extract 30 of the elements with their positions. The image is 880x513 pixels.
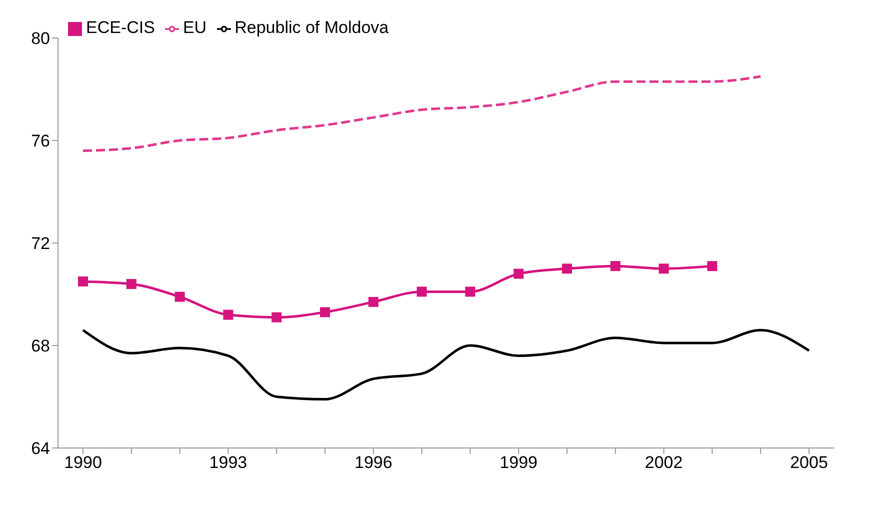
point (78, 276, 88, 286)
point (610, 261, 620, 272)
y-tick-label: 72 (31, 234, 50, 254)
legend-label: Republic of Moldova (234, 18, 389, 37)
point (174, 292, 185, 302)
x-tick-label: 1996 (354, 453, 392, 472)
point (416, 286, 427, 297)
y-tick-label: 64 (31, 439, 50, 458)
x-tick-label: 1990 (64, 453, 102, 472)
x-tick-label: 1999 (500, 453, 538, 472)
point (223, 310, 234, 320)
line-series (82, 328, 810, 401)
point (707, 261, 718, 272)
point (465, 286, 476, 297)
x-tick-label: 2002 (644, 453, 683, 472)
y-tick-label: 68 (31, 336, 50, 356)
y-tick-label: 80 (31, 29, 50, 48)
point (368, 296, 378, 307)
x-tick-label: 2005 (790, 453, 828, 472)
point (320, 307, 330, 318)
legend-label: ECE-CIS (86, 18, 155, 37)
point (126, 279, 136, 289)
x-tick-label: 1993 (209, 453, 248, 472)
point (272, 312, 282, 322)
point (658, 264, 669, 274)
y-tick-label: 76 (31, 132, 50, 151)
legend-label: EU (182, 18, 207, 37)
point (562, 264, 572, 274)
point (514, 268, 524, 279)
line-series (82, 75, 762, 152)
